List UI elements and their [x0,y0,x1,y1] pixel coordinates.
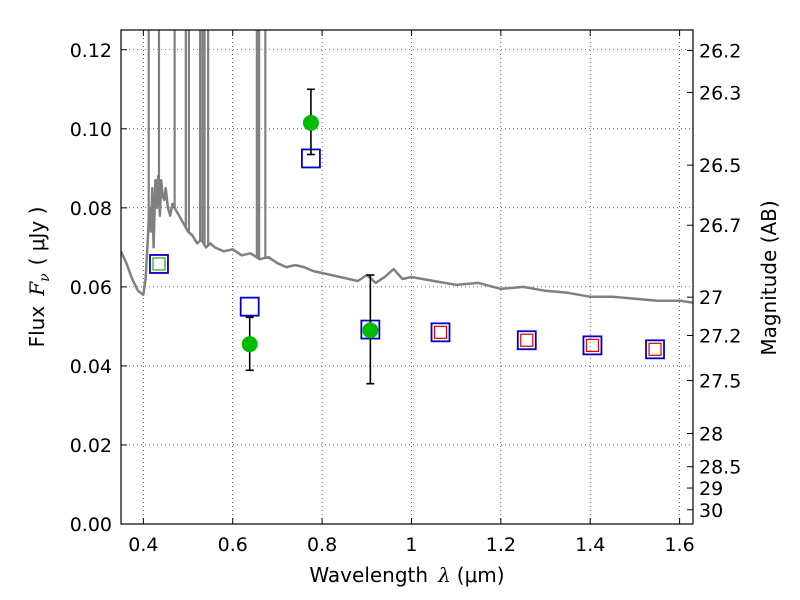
observed-flux-point [241,336,258,353]
y2-tick-label: 29 [699,478,723,500]
y-tick-label: 0.06 [70,277,112,299]
y2-tick-label: 26.7 [699,215,741,237]
red-box-marker [585,338,600,352]
y2-tick-label: 26.3 [699,82,741,104]
y2-tick-label: 30 [699,500,723,522]
observed-flux-point [362,322,379,339]
x-tick-label: 1.6 [664,534,694,556]
model-photometry-marker [645,339,665,360]
y-tick-label: 0.02 [70,435,112,457]
plot-frame [120,29,694,525]
y2-tick-label: 27 [699,287,723,309]
x-tick-label: 0.6 [218,534,248,556]
red-box-marker [520,333,534,347]
y-tick-label: 0.10 [70,119,112,141]
model-photometry-marker [149,254,169,274]
x-axis-label: Wavelength λ (μm) [309,563,504,587]
y-tick-label: 0.08 [70,198,112,220]
red-box-marker [648,342,662,356]
y2-tick-label: 26.2 [699,41,741,63]
red-box-marker [433,325,448,339]
x-tick-label: 0.8 [307,534,337,556]
model-photometry-marker [582,335,603,356]
model-photometry-marker [516,330,537,351]
x-tick-label: 1.4 [575,534,605,556]
y-tick-label: 0.12 [70,40,112,62]
model-photometry-marker [430,322,451,343]
x-tick-label: 0.4 [128,534,158,556]
tick-layer: 0.4 0.6 0.8 1 1.2 1.4 1.6 0.00 0.02 0.04 0.06 0.08 0… [70,30,741,556]
data-layer [121,30,693,385]
y2-tick-label: 26.5 [699,155,741,177]
model-photometry-marker [239,296,260,317]
y2-tick-label: 27.5 [699,371,741,393]
x-tick-label: 1 [405,534,417,556]
y-tick-label: 0.00 [70,514,112,536]
y2-tick-label: 27.2 [699,325,741,347]
green-box-marker [152,257,166,271]
y2-axis-label: Magnitude (AB) [757,200,781,355]
y-axis-label: FluxFν( μJy ) [25,207,53,348]
y2-tick-label: 28 [699,423,723,445]
x-tick-label: 1.2 [486,534,516,556]
y2-tick-label: 28.5 [699,457,741,479]
template-spectrum-line [121,174,693,304]
observed-flux-point [302,114,319,131]
y-tick-label: 0.04 [70,356,112,378]
